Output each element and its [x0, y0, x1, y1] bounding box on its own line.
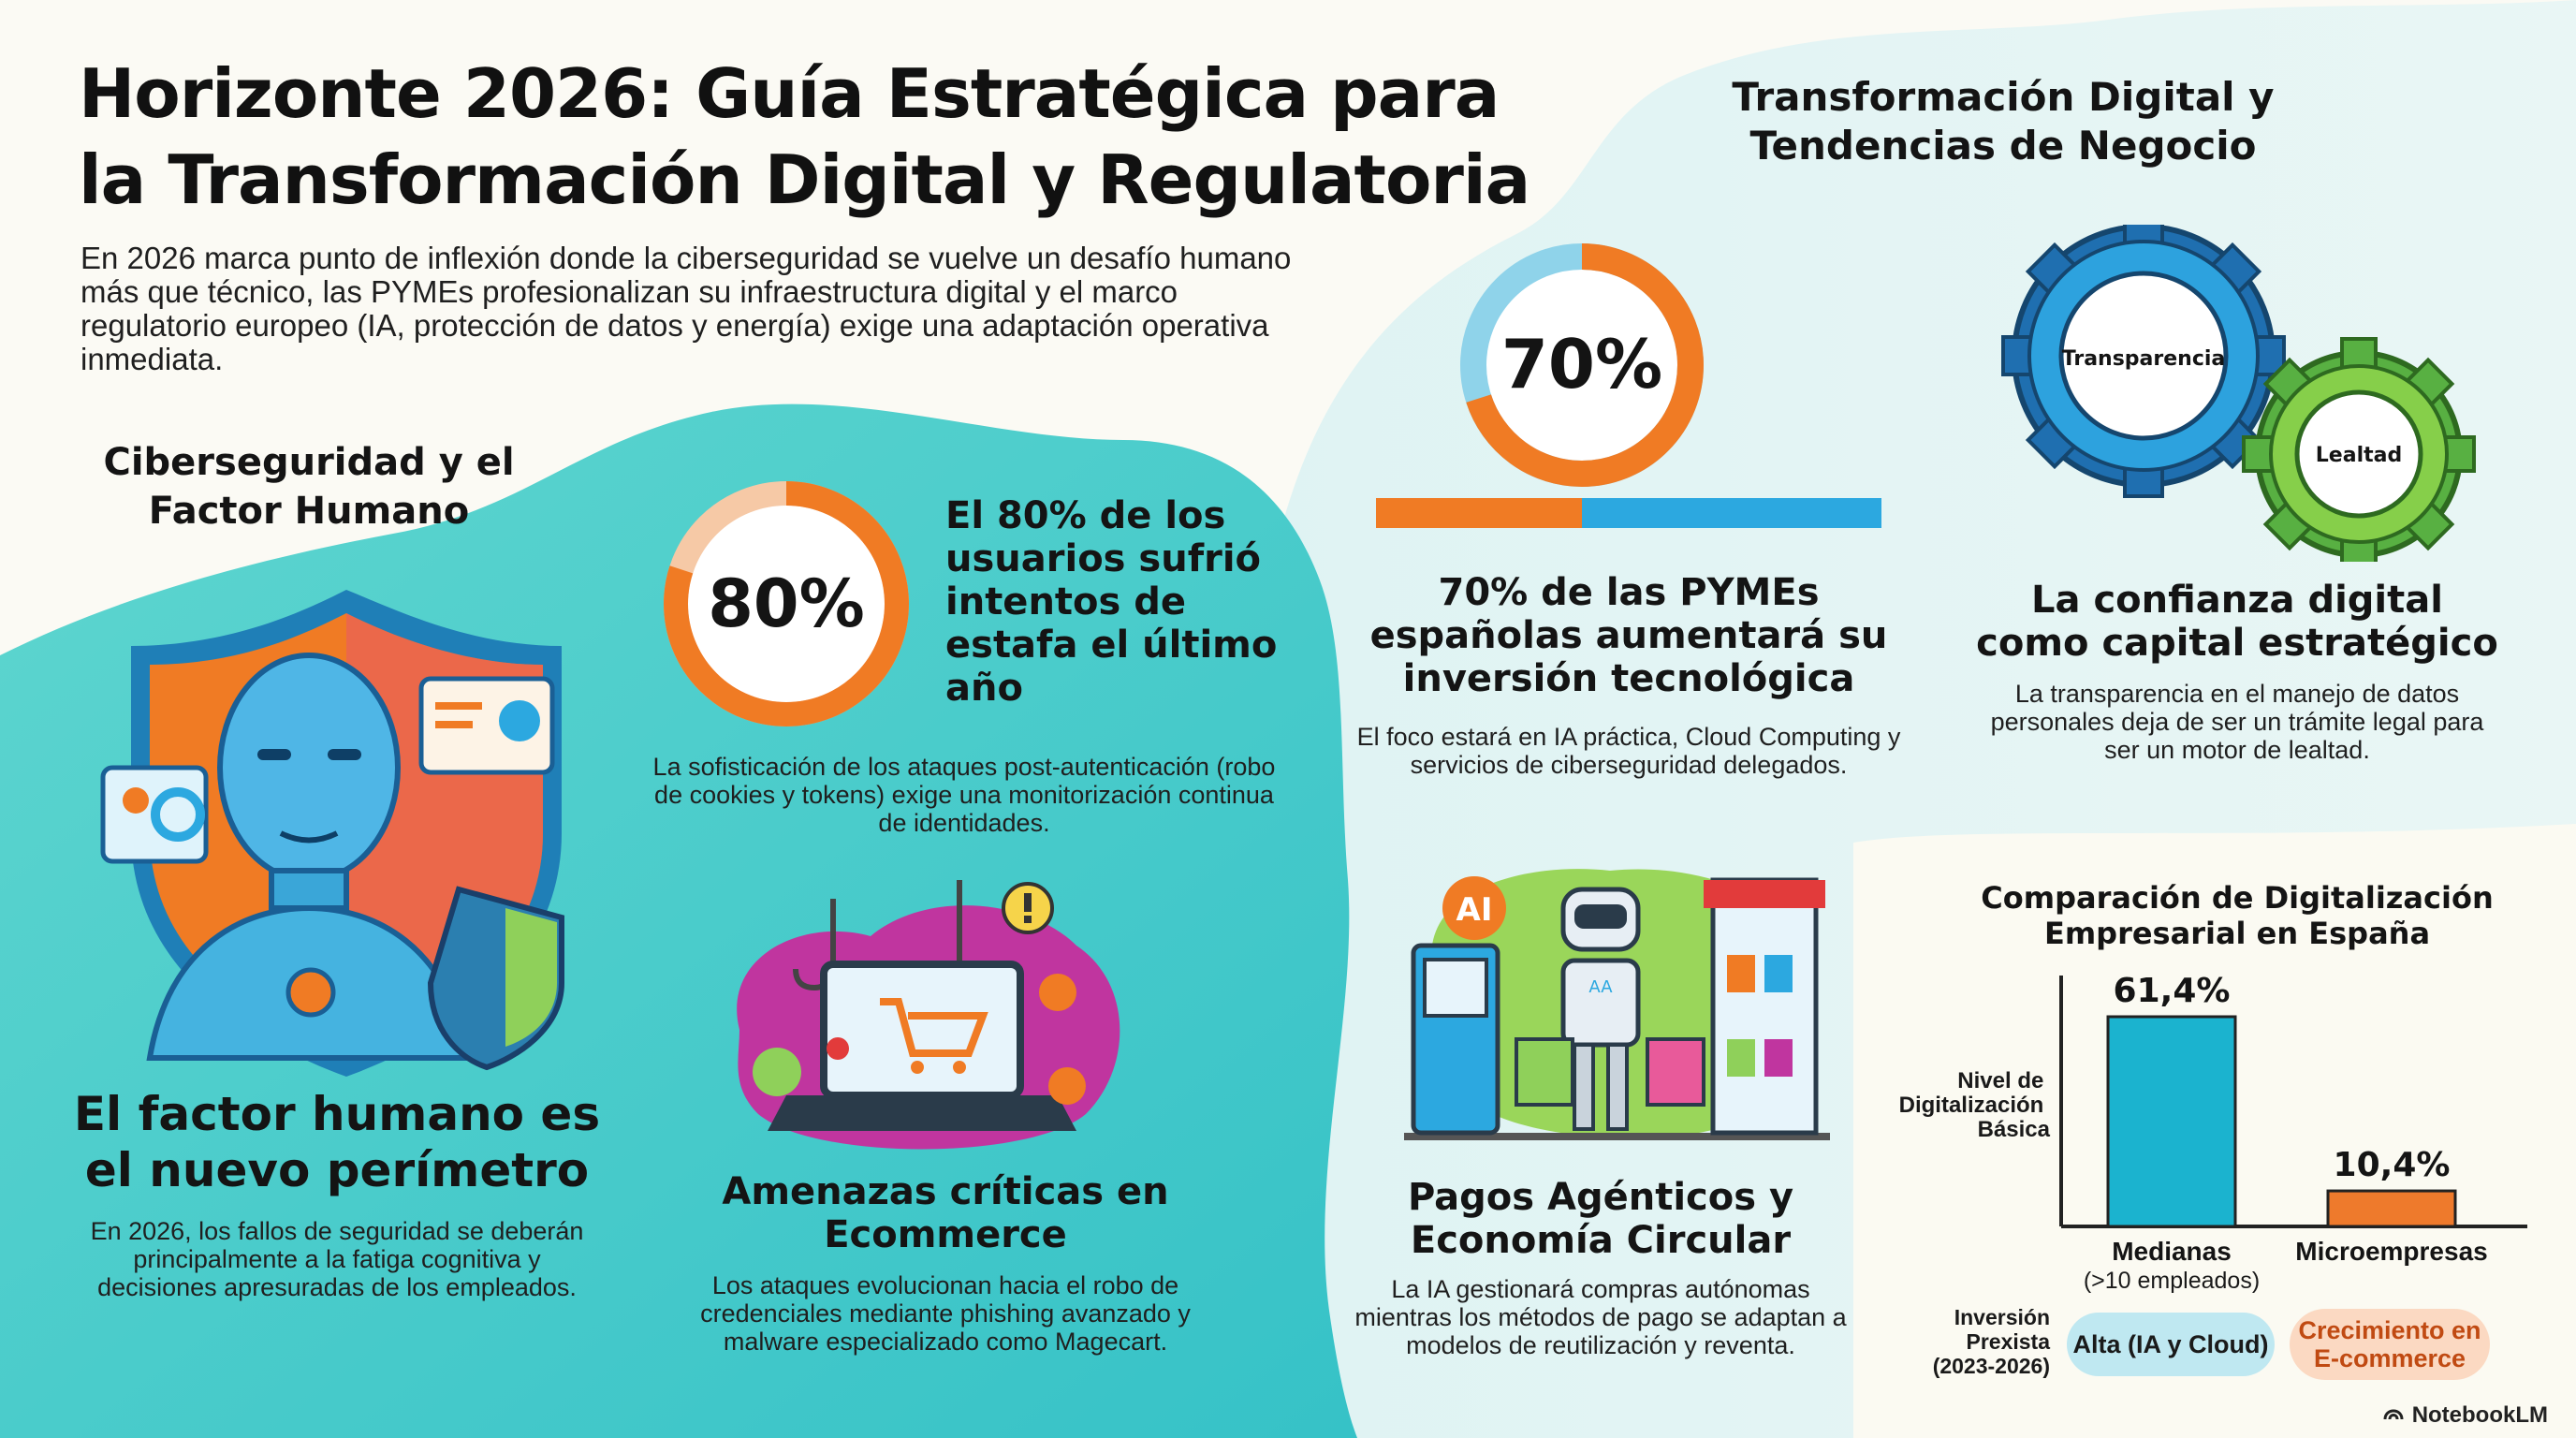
- intro-text: En 2026 marca punto de inflexión donde l…: [80, 241, 1292, 376]
- ring-chart-70: 70%: [1376, 243, 1881, 528]
- human-factor-headline: El factor humano es el nuevo perímetro: [73, 1087, 601, 1197]
- bar-value-label: 61,4%: [2114, 972, 2231, 1010]
- ecommerce-description: Los ataques evolucionan hacia el robo de…: [700, 1271, 1191, 1356]
- investment-pill-medianas: Alta (IA y Cloud): [2067, 1313, 2275, 1376]
- investment-pill-micro: Crecimiento en E-commerce: [2290, 1309, 2490, 1380]
- brand-label: NotebookLM: [2411, 1401, 2548, 1428]
- stat-80-headline: El 80% de los usuarios sufrió intentos d…: [945, 494, 1278, 710]
- ecommerce-threat-illustration: [737, 880, 1120, 1150]
- cart-icon: [880, 998, 988, 1057]
- section-heading-digital: Transformación Digital y Tendencias de N…: [1732, 74, 2275, 169]
- ring-chart-80: 80%: [664, 481, 909, 726]
- ring-70-arc: [1460, 243, 1704, 487]
- transparency-gear-icon: Transparencia: [2001, 225, 2286, 498]
- trust-headline: La confianza digital como capital estrat…: [1976, 579, 2498, 665]
- trust-description: La transparencia en el manejo de datos p…: [1990, 680, 2484, 764]
- stat-70-headline: 70% de las PYMEs españolas aumentará su …: [1369, 571, 1888, 700]
- cyber-human-illustration: [100, 590, 564, 1077]
- bar-microempresas: [2326, 1189, 2457, 1228]
- payments-headline: Pagos Agénticos y Economía Circular: [1407, 1176, 1794, 1262]
- robot-tag-label: AA: [1588, 977, 1613, 997]
- loyalty-gear-icon: Lealtad: [2242, 337, 2476, 562]
- chart-title-line-2: Empresarial en España: [2044, 916, 2430, 951]
- stat-80-description: La sofisticación de los ataques post-aut…: [652, 753, 1276, 837]
- notebooklm-logo-icon: [2382, 1401, 2405, 1430]
- store-shelf-icon: [1710, 877, 1819, 1136]
- payments-description: La IA gestionará compras autónomas mient…: [1354, 1275, 1847, 1359]
- android-head-icon: [217, 653, 401, 883]
- virus-icon: [753, 1048, 801, 1096]
- investment-row-label: Inversión Prexista (2023-2026): [1932, 1305, 2050, 1378]
- stat-70-description: El foco estará en IA práctica, Cloud Com…: [1356, 723, 1901, 779]
- brand-footer: NotebookLM: [2382, 1401, 2548, 1430]
- trust-gears-illustration: Transparencia Lealtad: [2001, 225, 2476, 562]
- stat-80-value: 80%: [708, 565, 865, 642]
- ecommerce-headline: Amenazas críticas en Ecommerce: [722, 1170, 1169, 1256]
- bug-icon-2: [1048, 1067, 1086, 1105]
- shopping-robot-icon: AA: [1515, 887, 1705, 1131]
- category-note: (>10 empleados): [2084, 1268, 2260, 1294]
- bar-medianas: [2106, 1015, 2237, 1228]
- gear-label-transparency: Transparencia: [2062, 347, 2226, 371]
- section-heading-cybersecurity: Ciberseguridad y el Factor Humano: [103, 441, 515, 533]
- digitalization-bar-chart: Comparación de Digitalización Empresaria…: [1899, 880, 2527, 1294]
- bar-value-label: 10,4%: [2334, 1146, 2451, 1184]
- page-title: Horizonte 2026: Guía Estratégica para la…: [79, 54, 1530, 219]
- virus-icon-2: [827, 1037, 849, 1060]
- human-factor-description: En 2026, los fallos de seguridad se debe…: [90, 1217, 584, 1301]
- chart-title-line-1: Comparación de Digitalización: [1981, 880, 2493, 916]
- category-label: Microempresas: [2295, 1237, 2487, 1266]
- laptop-icon: [820, 961, 1024, 1099]
- stat-70-value: 70%: [1501, 325, 1662, 404]
- agentic-payments-illustration: AI AA: [1404, 869, 1830, 1140]
- bug-icon: [1039, 974, 1076, 1011]
- chart-ylabel: Nivel de Digitalización Básica: [1899, 1068, 2051, 1142]
- ai-badge-label: AI: [1456, 891, 1493, 929]
- gear-label-loyalty: Lealtad: [2316, 444, 2402, 467]
- ring-80-arc: [664, 481, 909, 726]
- ai-chat-bubble-icon: [1442, 876, 1506, 940]
- category-label: Medianas: [2112, 1237, 2232, 1266]
